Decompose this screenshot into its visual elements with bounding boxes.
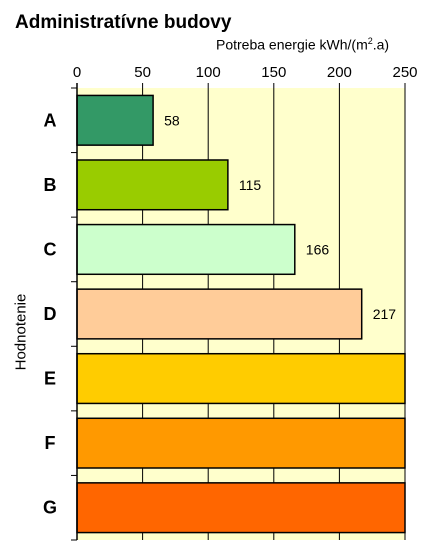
x-axis-label: Potreba energie kWh/(m2.a) <box>216 36 389 53</box>
x-tick-label: 250 <box>392 64 417 81</box>
bar-b <box>76 159 229 211</box>
data-label: 217 <box>373 306 397 322</box>
bar-c <box>76 223 296 276</box>
bar-d <box>76 288 363 340</box>
category-label: B <box>44 175 57 195</box>
category-label: A <box>44 110 57 130</box>
bar-g <box>76 482 406 534</box>
x-tick-label: 100 <box>196 64 221 81</box>
x-axis-label-prefix: Potreba energie kWh/(m <box>216 36 368 53</box>
category-label: F <box>45 433 56 453</box>
x-tick-label: 200 <box>327 64 352 81</box>
data-label: 58 <box>164 112 180 128</box>
x-axis-label-superscript: 2 <box>367 36 373 46</box>
x-tick-label: 0 <box>73 64 81 81</box>
bar-e <box>76 352 406 405</box>
data-label: 115 <box>239 177 262 193</box>
labels: 0 50 100 150 200 250 A 58 B 115 C 166 D 217 E F G <box>43 64 418 518</box>
bar-a <box>76 94 154 146</box>
category-label: D <box>44 304 57 324</box>
bar-f <box>76 417 406 469</box>
category-label: C <box>44 239 57 259</box>
data-label: 166 <box>306 241 330 257</box>
x-tick-label: 50 <box>134 64 151 81</box>
x-tick-label: 150 <box>261 64 286 81</box>
category-label: G <box>43 498 57 518</box>
x-axis-label-suffix: .a) <box>372 36 390 53</box>
chart-title: Administratívne budovy <box>15 12 232 33</box>
bars <box>76 94 406 534</box>
category-label: E <box>44 369 56 389</box>
